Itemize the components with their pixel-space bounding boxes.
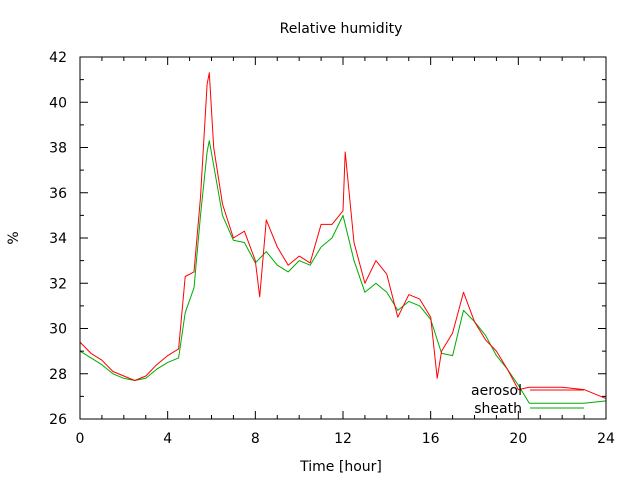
y-tick-label: 34 xyxy=(49,231,67,247)
legend: aerosol sheath xyxy=(471,383,584,417)
x-tick-label: 24 xyxy=(597,431,615,447)
y-axis-label: % xyxy=(6,231,22,244)
axis-ticks: 26 28 30 32 34 36 38 40 42 0 4 8 12 16 20 24 xyxy=(49,50,615,447)
y-tick-label: 28 xyxy=(49,367,67,383)
x-tick-label: 16 xyxy=(422,431,440,447)
legend-label-aerosol: aerosol xyxy=(471,383,522,399)
y-tick-label: 40 xyxy=(49,95,67,111)
y-tick-label: 36 xyxy=(49,186,67,202)
x-tick-label: 4 xyxy=(163,431,172,447)
legend-label-sheath: sheath xyxy=(474,401,522,417)
y-tick-label: 42 xyxy=(49,50,67,66)
series-line-sheath xyxy=(79,140,607,404)
y-tick-label: 26 xyxy=(49,412,67,428)
y-tick-label: 38 xyxy=(49,141,67,157)
plot-frame xyxy=(79,56,607,420)
y-tick-label: 30 xyxy=(49,322,67,338)
y-tick-label: 32 xyxy=(49,276,67,292)
x-tick-label: 0 xyxy=(76,431,85,447)
x-tick-label: 8 xyxy=(251,431,260,447)
series-line-aerosol xyxy=(79,72,607,400)
x-axis-label: Time [hour] xyxy=(299,459,382,475)
x-tick-label: 20 xyxy=(509,431,527,447)
chart-title: Relative humidity xyxy=(280,21,403,37)
plot-area xyxy=(79,72,607,404)
x-tick-label: 12 xyxy=(334,431,352,447)
